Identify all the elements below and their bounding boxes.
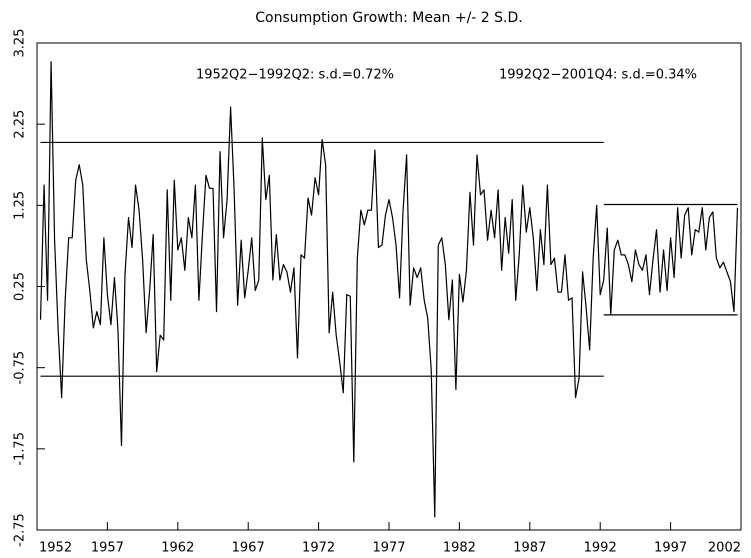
x-tick-label: 1952 bbox=[39, 541, 72, 556]
x-tick-label: 2002 bbox=[708, 541, 741, 556]
y-tick-label: -2.75 bbox=[13, 513, 28, 547]
plot-frame bbox=[36, 42, 742, 531]
x-tick-label: 1977 bbox=[372, 541, 405, 556]
y-tick-label: 0.25 bbox=[13, 272, 28, 301]
y-tick-label: 3.25 bbox=[13, 29, 28, 58]
x-tick-label: 1982 bbox=[443, 541, 476, 556]
x-tick-label: 1972 bbox=[302, 541, 335, 556]
x-tick-label: 1967 bbox=[232, 541, 265, 556]
x-tick-label: 1997 bbox=[654, 541, 687, 556]
chart-title: Consumption Growth: Mean +/- 2 S.D. bbox=[255, 10, 522, 26]
x-tick-label: 1992 bbox=[584, 541, 617, 556]
annotation: 1952Q2−1992Q2: s.d.=0.72% bbox=[196, 68, 394, 83]
data-line bbox=[39, 61, 739, 518]
annotation: 1992Q2−2001Q4: s.d.=0.34% bbox=[499, 68, 697, 83]
y-tick-label: -1.75 bbox=[13, 432, 28, 466]
y-tick-label: -0.75 bbox=[13, 351, 28, 385]
y-tick-label: 2.25 bbox=[13, 110, 28, 139]
x-tick-label: 1987 bbox=[513, 541, 546, 556]
x-tick-label: 1957 bbox=[91, 541, 124, 556]
y-tick-label: 1.25 bbox=[13, 191, 28, 220]
x-tick-label: 1962 bbox=[161, 541, 194, 556]
